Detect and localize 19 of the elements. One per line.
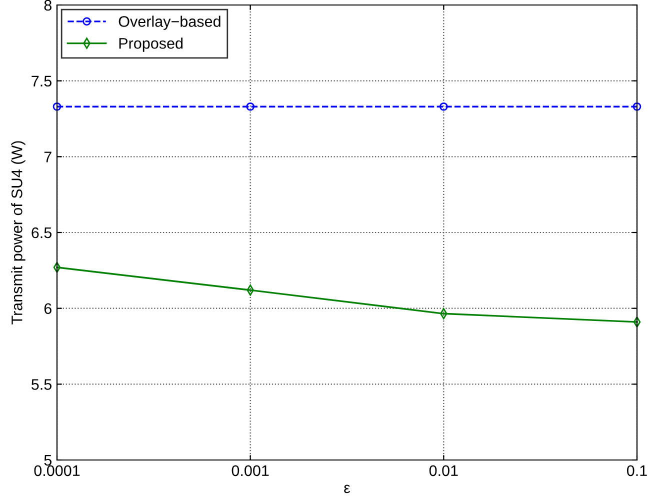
y-tick-label: 5: [44, 455, 52, 466]
point: [246, 102, 254, 111]
point: [440, 102, 448, 111]
x-tick-label: 0.0001: [34, 465, 80, 476]
x-axis-title: ε: [344, 484, 350, 494]
y-tick-label: 6.5: [32, 227, 52, 238]
x-tick-label: 0.01: [429, 465, 458, 476]
point: [52, 102, 62, 111]
y-axis-title: Transmit power of SU4 (W): [11, 141, 26, 324]
y-tick-label: 7: [44, 152, 52, 162]
point: [632, 102, 642, 111]
y-tick-label: 6: [44, 303, 52, 314]
legend-label: Overlay−based: [118, 16, 220, 30]
y-tick-label: 8: [44, 0, 52, 11]
legend-label: Proposed: [119, 38, 183, 52]
x-tick-label: 0.1: [626, 465, 647, 476]
x-tick-label: 0.001: [232, 465, 269, 476]
y-tick-label: 7.5: [32, 76, 52, 87]
y-tick-label: 5.5: [32, 379, 52, 390]
